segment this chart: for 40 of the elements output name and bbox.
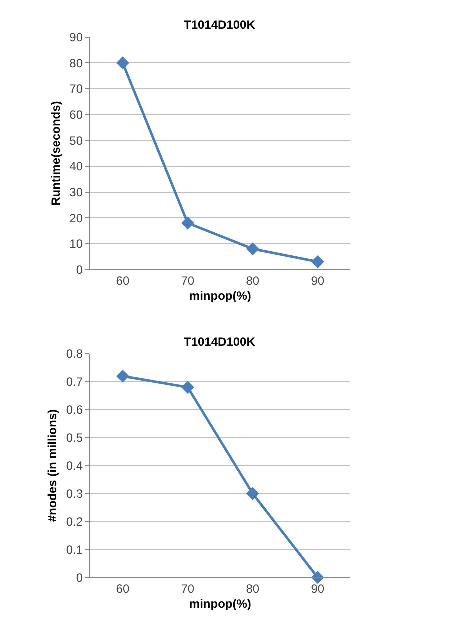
point xyxy=(246,487,260,500)
y-tick-label: 0.6 xyxy=(66,403,84,418)
y-tick-label: 90 xyxy=(70,30,84,45)
point xyxy=(246,242,260,256)
y-tick-label: 30 xyxy=(70,185,84,200)
y-tick-label: 80 xyxy=(70,56,84,70)
y-tick-label: 0.2 xyxy=(66,514,84,529)
y-tick-label: 10 xyxy=(70,237,84,252)
y-tick-label: 0.1 xyxy=(66,542,84,557)
x-tick-label: 60 xyxy=(116,582,130,596)
y-tick-label: 60 xyxy=(70,108,84,122)
chart-title: T1014D100K xyxy=(184,18,256,32)
y-tick-label: 0.7 xyxy=(66,375,84,390)
point xyxy=(311,255,324,268)
x-tick-label: 90 xyxy=(311,582,325,596)
point xyxy=(181,381,194,394)
y-axis-title: #nodes (in millions) xyxy=(46,409,60,522)
x-tick-label: 80 xyxy=(246,274,260,288)
point xyxy=(116,370,130,383)
y-axis-title: Runtime(seconds) xyxy=(48,101,63,206)
y-tick-label: 0 xyxy=(76,262,84,277)
x-tick-label: 70 xyxy=(181,582,195,596)
y-tick-label: 70 xyxy=(70,82,84,96)
x-tick-label: 60 xyxy=(116,274,130,288)
y-tick-label: 0.3 xyxy=(66,486,84,501)
y-tick-label: 0 xyxy=(76,570,84,585)
point xyxy=(116,56,130,70)
chart-title: T1014D100K xyxy=(184,335,256,349)
y-tick-label: 0.5 xyxy=(66,431,84,446)
y-tick-label: 0.8 xyxy=(66,347,84,362)
y-tick-label: 20 xyxy=(70,211,84,226)
x-tick-label: 80 xyxy=(246,582,260,596)
y-tick-label: 40 xyxy=(70,160,84,174)
x-tick-label: 70 xyxy=(181,274,195,288)
x-axis-title: minpop(%) xyxy=(189,289,252,304)
y-tick-label: 0.4 xyxy=(66,459,84,474)
point xyxy=(181,216,194,230)
y-tick-label: 50 xyxy=(70,134,84,148)
x-axis-title: minpop(%) xyxy=(189,596,252,611)
x-tick-label: 90 xyxy=(311,274,325,288)
